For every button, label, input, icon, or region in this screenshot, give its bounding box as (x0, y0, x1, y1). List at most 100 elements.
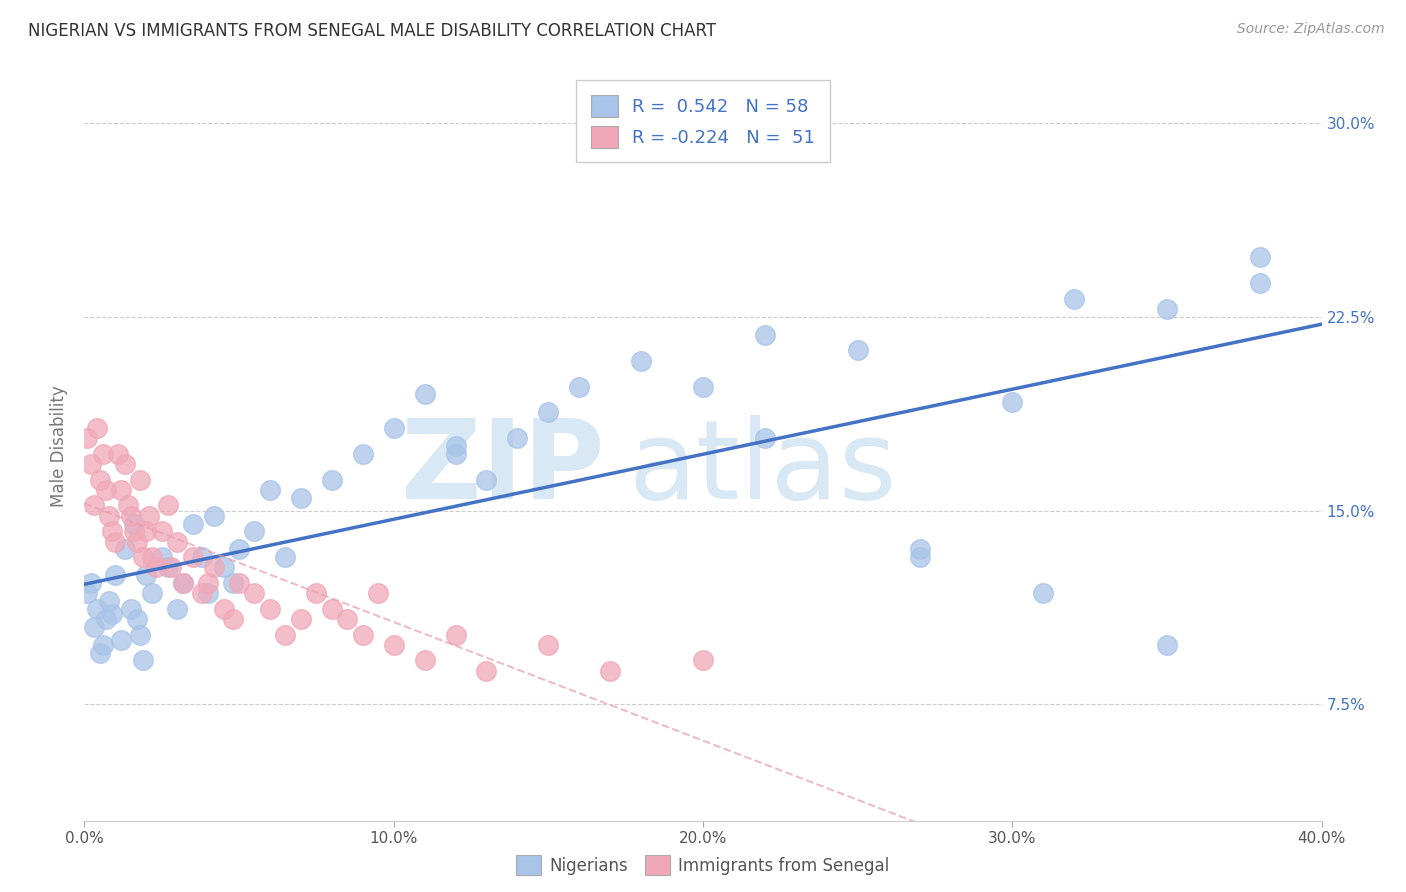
Point (160, 560, 183, 574)
Point (86, 421, 108, 435)
Point (444, 627, 467, 641)
Point (120, 601, 142, 615)
Point (321, 601, 343, 615)
Point (150, 524, 173, 539)
Point (305, 586, 328, 600)
Point (274, 627, 297, 641)
Point (202, 508, 225, 523)
Point (212, 560, 235, 574)
Point (104, 534, 127, 549)
Point (1001, 395, 1024, 409)
Point (181, 550, 204, 565)
Point (290, 612, 312, 626)
Text: ZIP: ZIP (401, 415, 605, 522)
Text: Source: ZipAtlas.com: Source: ZipAtlas.com (1237, 22, 1385, 37)
Point (274, 550, 297, 565)
Point (101, 524, 124, 539)
Text: NIGERIAN VS IMMIGRANTS FROM SENEGAL MALE DISABILITY CORRELATION CHART: NIGERIAN VS IMMIGRANTS FROM SENEGAL MALE… (28, 22, 716, 40)
Point (599, 664, 621, 678)
Point (243, 524, 266, 539)
Point (129, 627, 152, 641)
Point (150, 550, 173, 565)
Point (413, 387, 436, 401)
Text: atlas: atlas (628, 415, 897, 522)
Point (114, 542, 136, 557)
Point (191, 550, 214, 565)
Point (537, 405, 560, 419)
Point (166, 601, 188, 615)
Point (76, 431, 98, 445)
Point (191, 586, 214, 600)
Point (181, 516, 204, 531)
Point (91, 638, 114, 652)
Point (212, 601, 235, 615)
Point (83, 499, 105, 513)
Point (1249, 277, 1271, 291)
Point (336, 612, 359, 626)
Point (135, 568, 157, 582)
Point (197, 586, 219, 600)
Point (754, 327, 776, 342)
Point (79, 576, 101, 591)
Point (352, 627, 374, 641)
Point (166, 534, 188, 549)
Point (125, 534, 148, 549)
Point (444, 439, 467, 453)
Point (135, 524, 157, 539)
Point (367, 586, 389, 600)
Point (94, 483, 117, 497)
Point (156, 499, 179, 513)
Point (243, 586, 266, 600)
Point (122, 516, 145, 531)
Point (98, 594, 121, 608)
Point (129, 473, 152, 487)
Point (413, 653, 436, 667)
Point (202, 560, 225, 574)
Point (222, 576, 245, 591)
Point (101, 607, 124, 621)
Point (1156, 301, 1178, 316)
Point (475, 664, 498, 678)
Point (89, 473, 111, 487)
Point (228, 542, 250, 557)
Point (444, 447, 467, 461)
Point (475, 473, 498, 487)
Point (382, 638, 405, 652)
Point (321, 473, 343, 487)
Point (107, 447, 129, 461)
Point (76, 586, 98, 600)
Point (110, 632, 132, 647)
Point (352, 447, 374, 461)
Point (89, 646, 111, 660)
Point (110, 483, 132, 497)
Point (1032, 586, 1054, 600)
Point (132, 550, 155, 565)
Point (754, 431, 776, 445)
Point (145, 560, 167, 574)
Legend: R =  0.542   N = 58, R = -0.224   N =  51: R = 0.542 N = 58, R = -0.224 N = 51 (576, 80, 830, 162)
Point (122, 524, 145, 539)
Point (1249, 251, 1271, 265)
Point (138, 508, 160, 523)
Point (120, 508, 142, 523)
Point (79, 457, 101, 471)
Point (228, 576, 250, 591)
Point (692, 653, 714, 667)
Point (125, 612, 148, 626)
Point (846, 343, 869, 358)
Point (259, 483, 281, 497)
Point (537, 638, 560, 652)
Point (83, 620, 105, 634)
Point (91, 447, 114, 461)
Point (382, 421, 405, 435)
Point (172, 576, 194, 591)
Point (94, 612, 117, 626)
Point (98, 508, 121, 523)
Point (104, 568, 127, 582)
Legend: Nigerians, Immigrants from Senegal: Nigerians, Immigrants from Senegal (509, 848, 897, 882)
Point (197, 576, 219, 591)
Point (1063, 292, 1085, 306)
Point (117, 499, 139, 513)
Point (259, 601, 281, 615)
Point (156, 560, 179, 574)
